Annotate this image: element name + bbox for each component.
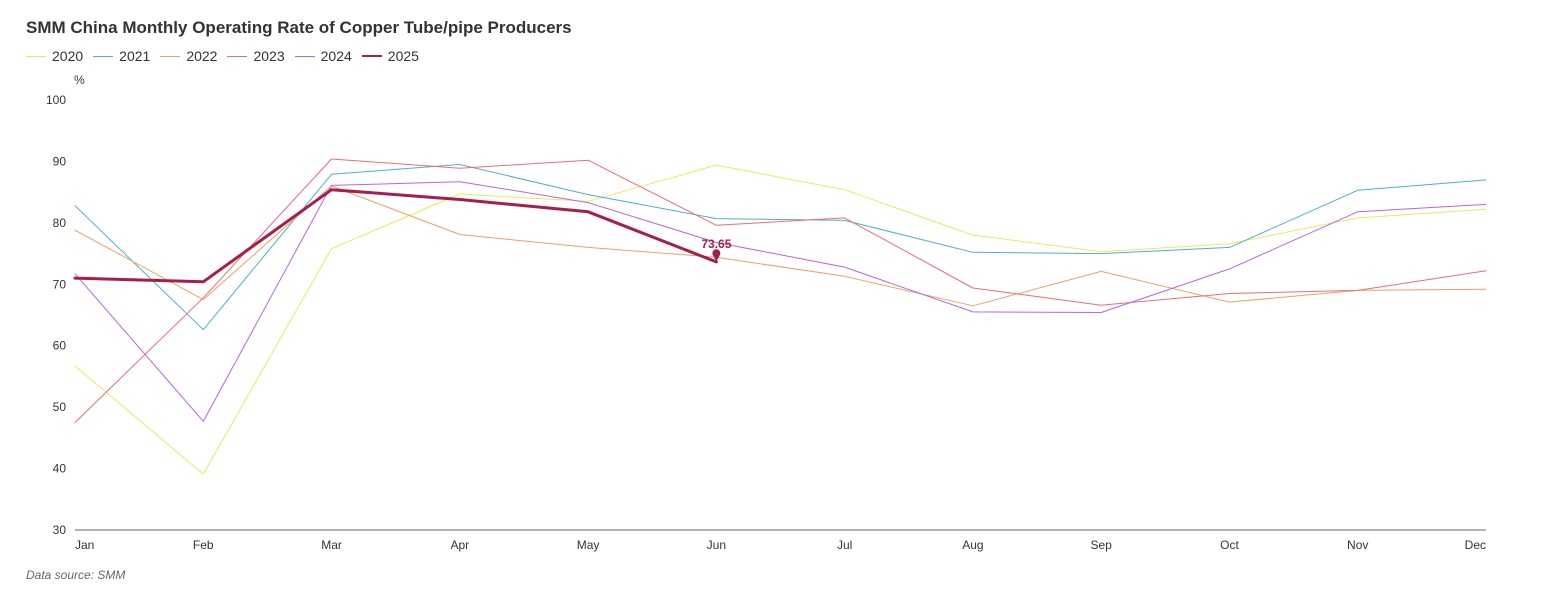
x-tick-label-jul: Jul <box>837 538 852 552</box>
y-tick-label: 70 <box>53 277 67 291</box>
series-line-2022 <box>74 185 1487 307</box>
y-tick-label: 30 <box>53 523 67 537</box>
legend-item-2021[interactable]: 2021 <box>93 48 150 64</box>
y-tick-label: 90 <box>53 154 67 168</box>
x-tick-label-apr: Apr <box>450 538 469 552</box>
legend-item-2024[interactable]: 2024 <box>294 48 352 64</box>
legend-swatch <box>93 55 114 57</box>
x-tick-label-feb: Feb <box>193 538 214 552</box>
x-tick-label-dec: Dec <box>1465 538 1486 552</box>
x-tick-label-mar: Mar <box>321 538 342 552</box>
legend-item-2022[interactable]: 2022 <box>160 48 217 64</box>
legend-item-2025[interactable]: 2025 <box>361 48 419 64</box>
x-tick-label-sep: Sep <box>1091 538 1113 552</box>
y-tick-label: 100 <box>46 93 66 107</box>
series-line-2023 <box>74 158 1487 423</box>
x-tick-label-aug: Aug <box>962 538 983 552</box>
series-line-2020 <box>74 164 1487 475</box>
y-tick-label: 80 <box>53 216 67 230</box>
legend-label: 2023 <box>253 48 285 64</box>
legend-label: 2025 <box>387 48 419 64</box>
legend-item-2020[interactable]: 2020 <box>26 48 83 64</box>
series-line-2024 <box>74 181 1487 422</box>
data-label: 73.65 <box>701 237 731 251</box>
x-tick-label-oct: Oct <box>1220 538 1239 552</box>
y-tick-label: 60 <box>53 339 67 353</box>
legend-swatch <box>160 55 181 57</box>
y-tick-label: 50 <box>53 400 67 414</box>
x-tick-label-jun: Jun <box>707 538 726 552</box>
legend-label: 2021 <box>119 48 151 64</box>
series-line-2025 <box>73 188 718 284</box>
x-tick-label-jan: Jan <box>75 538 94 552</box>
legend-swatch <box>26 55 46 57</box>
legend: 2020 2021 2022 2023 2024 2025 <box>26 48 429 64</box>
x-tick-label-nov: Nov <box>1347 538 1368 552</box>
legend-swatch <box>361 55 382 57</box>
data-source-note: Data source: SMM <box>26 568 126 582</box>
legend-swatch <box>227 55 248 57</box>
legend-item-2023[interactable]: 2023 <box>227 48 285 64</box>
legend-label: 2024 <box>320 48 352 64</box>
y-tick-label: 40 <box>53 462 67 476</box>
legend-label: 2020 <box>52 48 84 64</box>
x-tick-label-may: May <box>577 538 600 552</box>
y-axis-unit: % <box>74 73 85 87</box>
legend-swatch <box>294 55 315 57</box>
series-line-2021 <box>74 164 1487 331</box>
chart-title: SMM China Monthly Operating Rate of Copp… <box>26 18 572 37</box>
data-point-marker <box>712 249 721 262</box>
legend-label: 2022 <box>186 48 218 64</box>
